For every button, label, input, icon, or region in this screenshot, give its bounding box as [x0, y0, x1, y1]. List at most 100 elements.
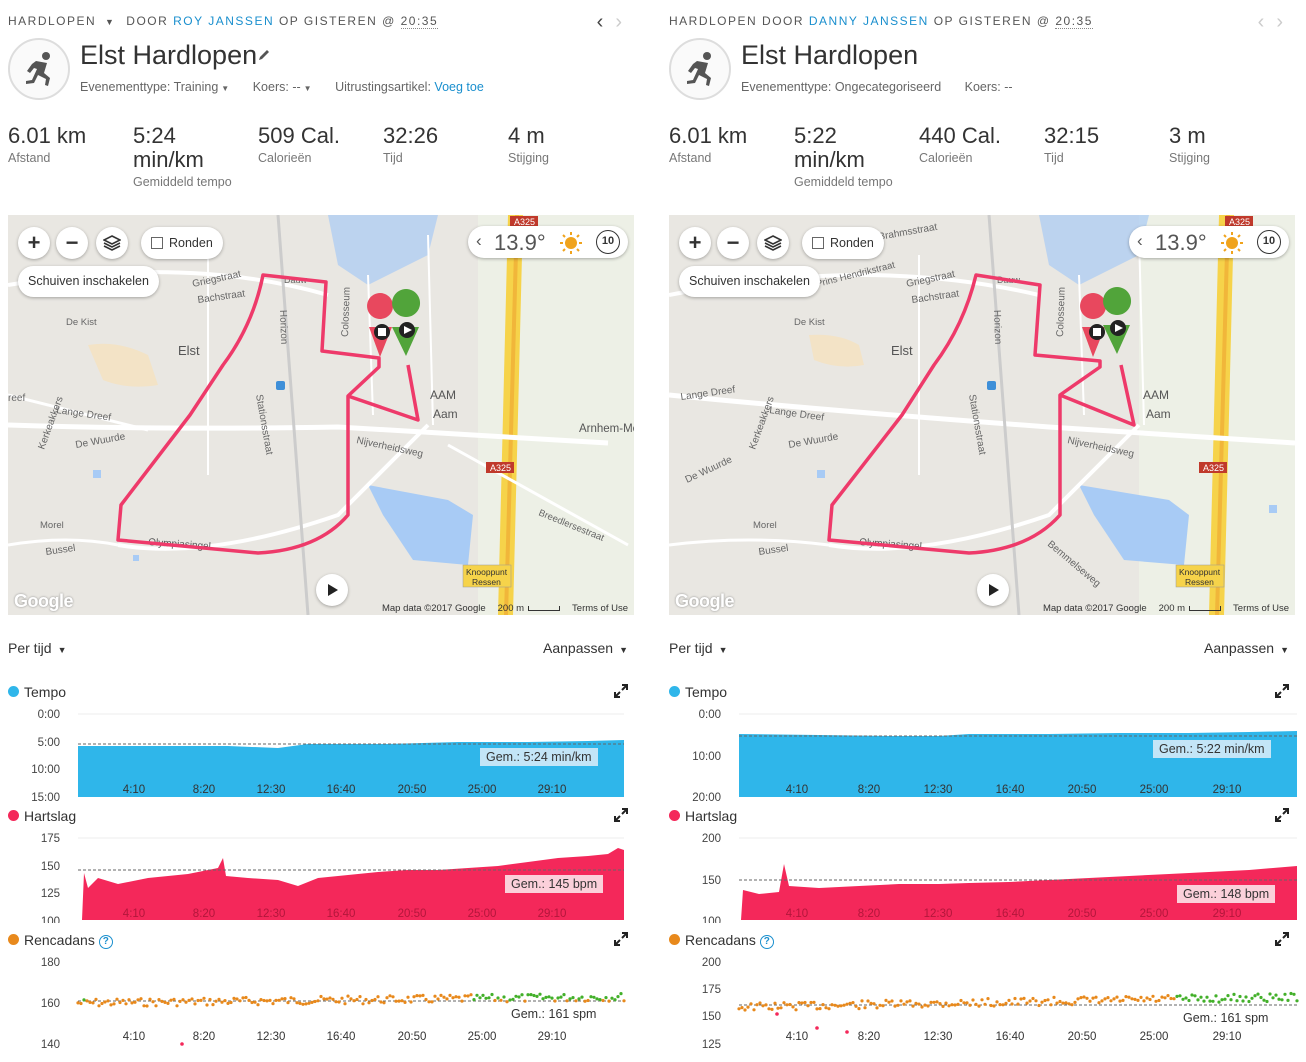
laps-toggle[interactable]: Ronden — [141, 227, 223, 259]
cadence-point — [622, 999, 626, 1003]
cadence-point — [610, 996, 614, 1000]
cadence-point — [358, 995, 362, 999]
cadence-point — [139, 997, 143, 1001]
activity-category[interactable]: HARDLOPEN — [8, 14, 97, 28]
start-marker-icon[interactable] — [1103, 287, 1132, 354]
play-icon[interactable] — [977, 574, 1009, 606]
help-icon[interactable]: ? — [759, 935, 774, 949]
cadence-point — [379, 1000, 383, 1004]
laps-toggle[interactable]: Ronden — [802, 227, 884, 259]
tempo-average-label: Gem.: 5:22 min/km — [1153, 740, 1271, 758]
map-label-aam: AAM — [430, 388, 456, 402]
cadence-point — [103, 1000, 107, 1004]
end-marker-icon[interactable] — [1080, 293, 1107, 357]
event-type[interactable]: Evenementtype: Training ▼ — [80, 80, 230, 94]
cadence-point — [214, 999, 218, 1003]
map-label-colosseum: Colosseum — [1055, 287, 1068, 337]
zoom-in-button[interactable]: + — [18, 227, 50, 259]
cadence-point — [1070, 1003, 1074, 1007]
laps-checkbox[interactable] — [151, 237, 163, 249]
cadence-point — [767, 1007, 771, 1011]
cadence-point — [247, 998, 251, 1002]
expand-icon[interactable] — [614, 684, 628, 698]
cadence-point — [427, 1000, 431, 1004]
cadence-point — [529, 993, 533, 997]
author-link[interactable]: ROY JANSSEN — [173, 14, 275, 28]
pan-enable-button[interactable]: Schuiven inschakelen — [18, 266, 159, 297]
x-tick: 4:10 — [786, 908, 808, 920]
play-icon[interactable] — [316, 574, 348, 606]
expand-icon[interactable] — [1275, 808, 1289, 822]
cadence-point — [316, 999, 320, 1003]
map-label-ressen: Ressen — [1185, 577, 1214, 587]
road-badge-a325: A325 — [490, 463, 511, 473]
cadence-point — [770, 1007, 774, 1011]
cadence-point — [794, 1008, 798, 1012]
terms-link[interactable]: Terms of Use — [572, 603, 628, 614]
terms-link[interactable]: Terms of Use — [1233, 603, 1289, 614]
cadence-point — [1121, 998, 1125, 1002]
expand-icon[interactable] — [1275, 932, 1289, 946]
zoom-out-button[interactable]: − — [717, 227, 749, 259]
x-tick: 4:10 — [123, 784, 145, 796]
heart-rate-chart: Hartslag 200 150 100 4:10 8:20 12:30 16:… — [669, 808, 1297, 926]
temperature: 13.9° — [1155, 230, 1207, 255]
cadence-point — [196, 998, 200, 1003]
cadence-point — [526, 993, 530, 997]
x-axis-mode-dropdown[interactable]: Per tijd ▼ — [669, 640, 728, 656]
customize-dropdown[interactable]: Aanpassen ▼ — [1204, 640, 1289, 656]
x-axis-mode-dropdown[interactable]: Per tijd ▼ — [8, 640, 67, 656]
expand-icon[interactable] — [1275, 684, 1289, 698]
chevron-left-icon[interactable]: ‹ — [1137, 231, 1143, 250]
layers-icon[interactable] — [96, 227, 128, 259]
category-dropdown-icon[interactable]: ▼ — [105, 17, 116, 27]
chevron-right-icon: › — [1276, 11, 1295, 33]
cadence-point — [1091, 996, 1095, 1000]
cadence-point — [1037, 1003, 1041, 1008]
activity-nav: ‹› — [597, 11, 634, 34]
start-marker-icon[interactable] — [392, 289, 421, 356]
expand-icon[interactable] — [614, 932, 628, 946]
expand-icon[interactable] — [614, 808, 628, 822]
course[interactable]: Koers: -- ▼ — [252, 80, 312, 94]
zoom-out-button[interactable]: − — [56, 227, 88, 259]
cadence-point — [1241, 999, 1245, 1003]
chevron-left-icon[interactable]: ‹ — [476, 231, 482, 250]
cadence-point — [385, 996, 389, 1000]
cadence-point — [445, 997, 449, 1001]
cadence-outlier — [775, 1012, 779, 1016]
cadence-point — [304, 1002, 308, 1006]
help-icon[interactable]: ? — [98, 935, 113, 949]
cadence-point — [253, 1000, 257, 1004]
cadence-point — [824, 1006, 828, 1010]
end-marker-icon[interactable] — [367, 293, 394, 357]
add-gear-link[interactable]: Voeg toe — [434, 80, 484, 94]
layers-icon[interactable] — [757, 227, 789, 259]
cadence-outlier — [180, 1042, 184, 1046]
cadence-point — [1001, 1003, 1005, 1007]
cadence-point — [788, 1002, 792, 1007]
pan-enable-button[interactable]: Schuiven inschakelen — [679, 266, 820, 297]
route-map[interactable]: Elst AAM Aam Griegstraat Bachstraat De K… — [669, 215, 1295, 615]
cadence-point — [1196, 998, 1200, 1002]
cadence-points — [76, 992, 626, 1008]
activity-title: Elst Hardlopen — [741, 40, 919, 70]
cadence-point — [220, 1000, 224, 1004]
cadence-point — [890, 999, 894, 1003]
zoom-in-button[interactable]: + — [679, 227, 711, 259]
cadence-point — [478, 996, 482, 1000]
cadence-point — [1079, 996, 1083, 1000]
author-link[interactable]: DANNY JANSSEN — [808, 14, 929, 28]
pencil-icon[interactable] — [257, 48, 271, 62]
route-map[interactable]: Elst AAM Aam Arnhem-Metropo Griegstraat … — [8, 215, 634, 615]
cadence-point — [274, 998, 278, 1002]
weather-widget[interactable]: ‹ 13.9° 10 — [468, 226, 628, 258]
customize-dropdown[interactable]: Aanpassen ▼ — [543, 640, 628, 656]
chevron-left-icon[interactable]: ‹ — [596, 11, 616, 33]
weather-widget[interactable]: ‹ 13.9° 10 — [1129, 226, 1289, 258]
cadence-point — [424, 997, 428, 1002]
wind-speed-icon: 10 — [596, 230, 620, 254]
laps-checkbox[interactable] — [812, 237, 824, 249]
activity-title[interactable]: Elst Hardlopen — [80, 40, 258, 70]
stat-elevation: 3 m Stijging — [1169, 123, 1210, 166]
